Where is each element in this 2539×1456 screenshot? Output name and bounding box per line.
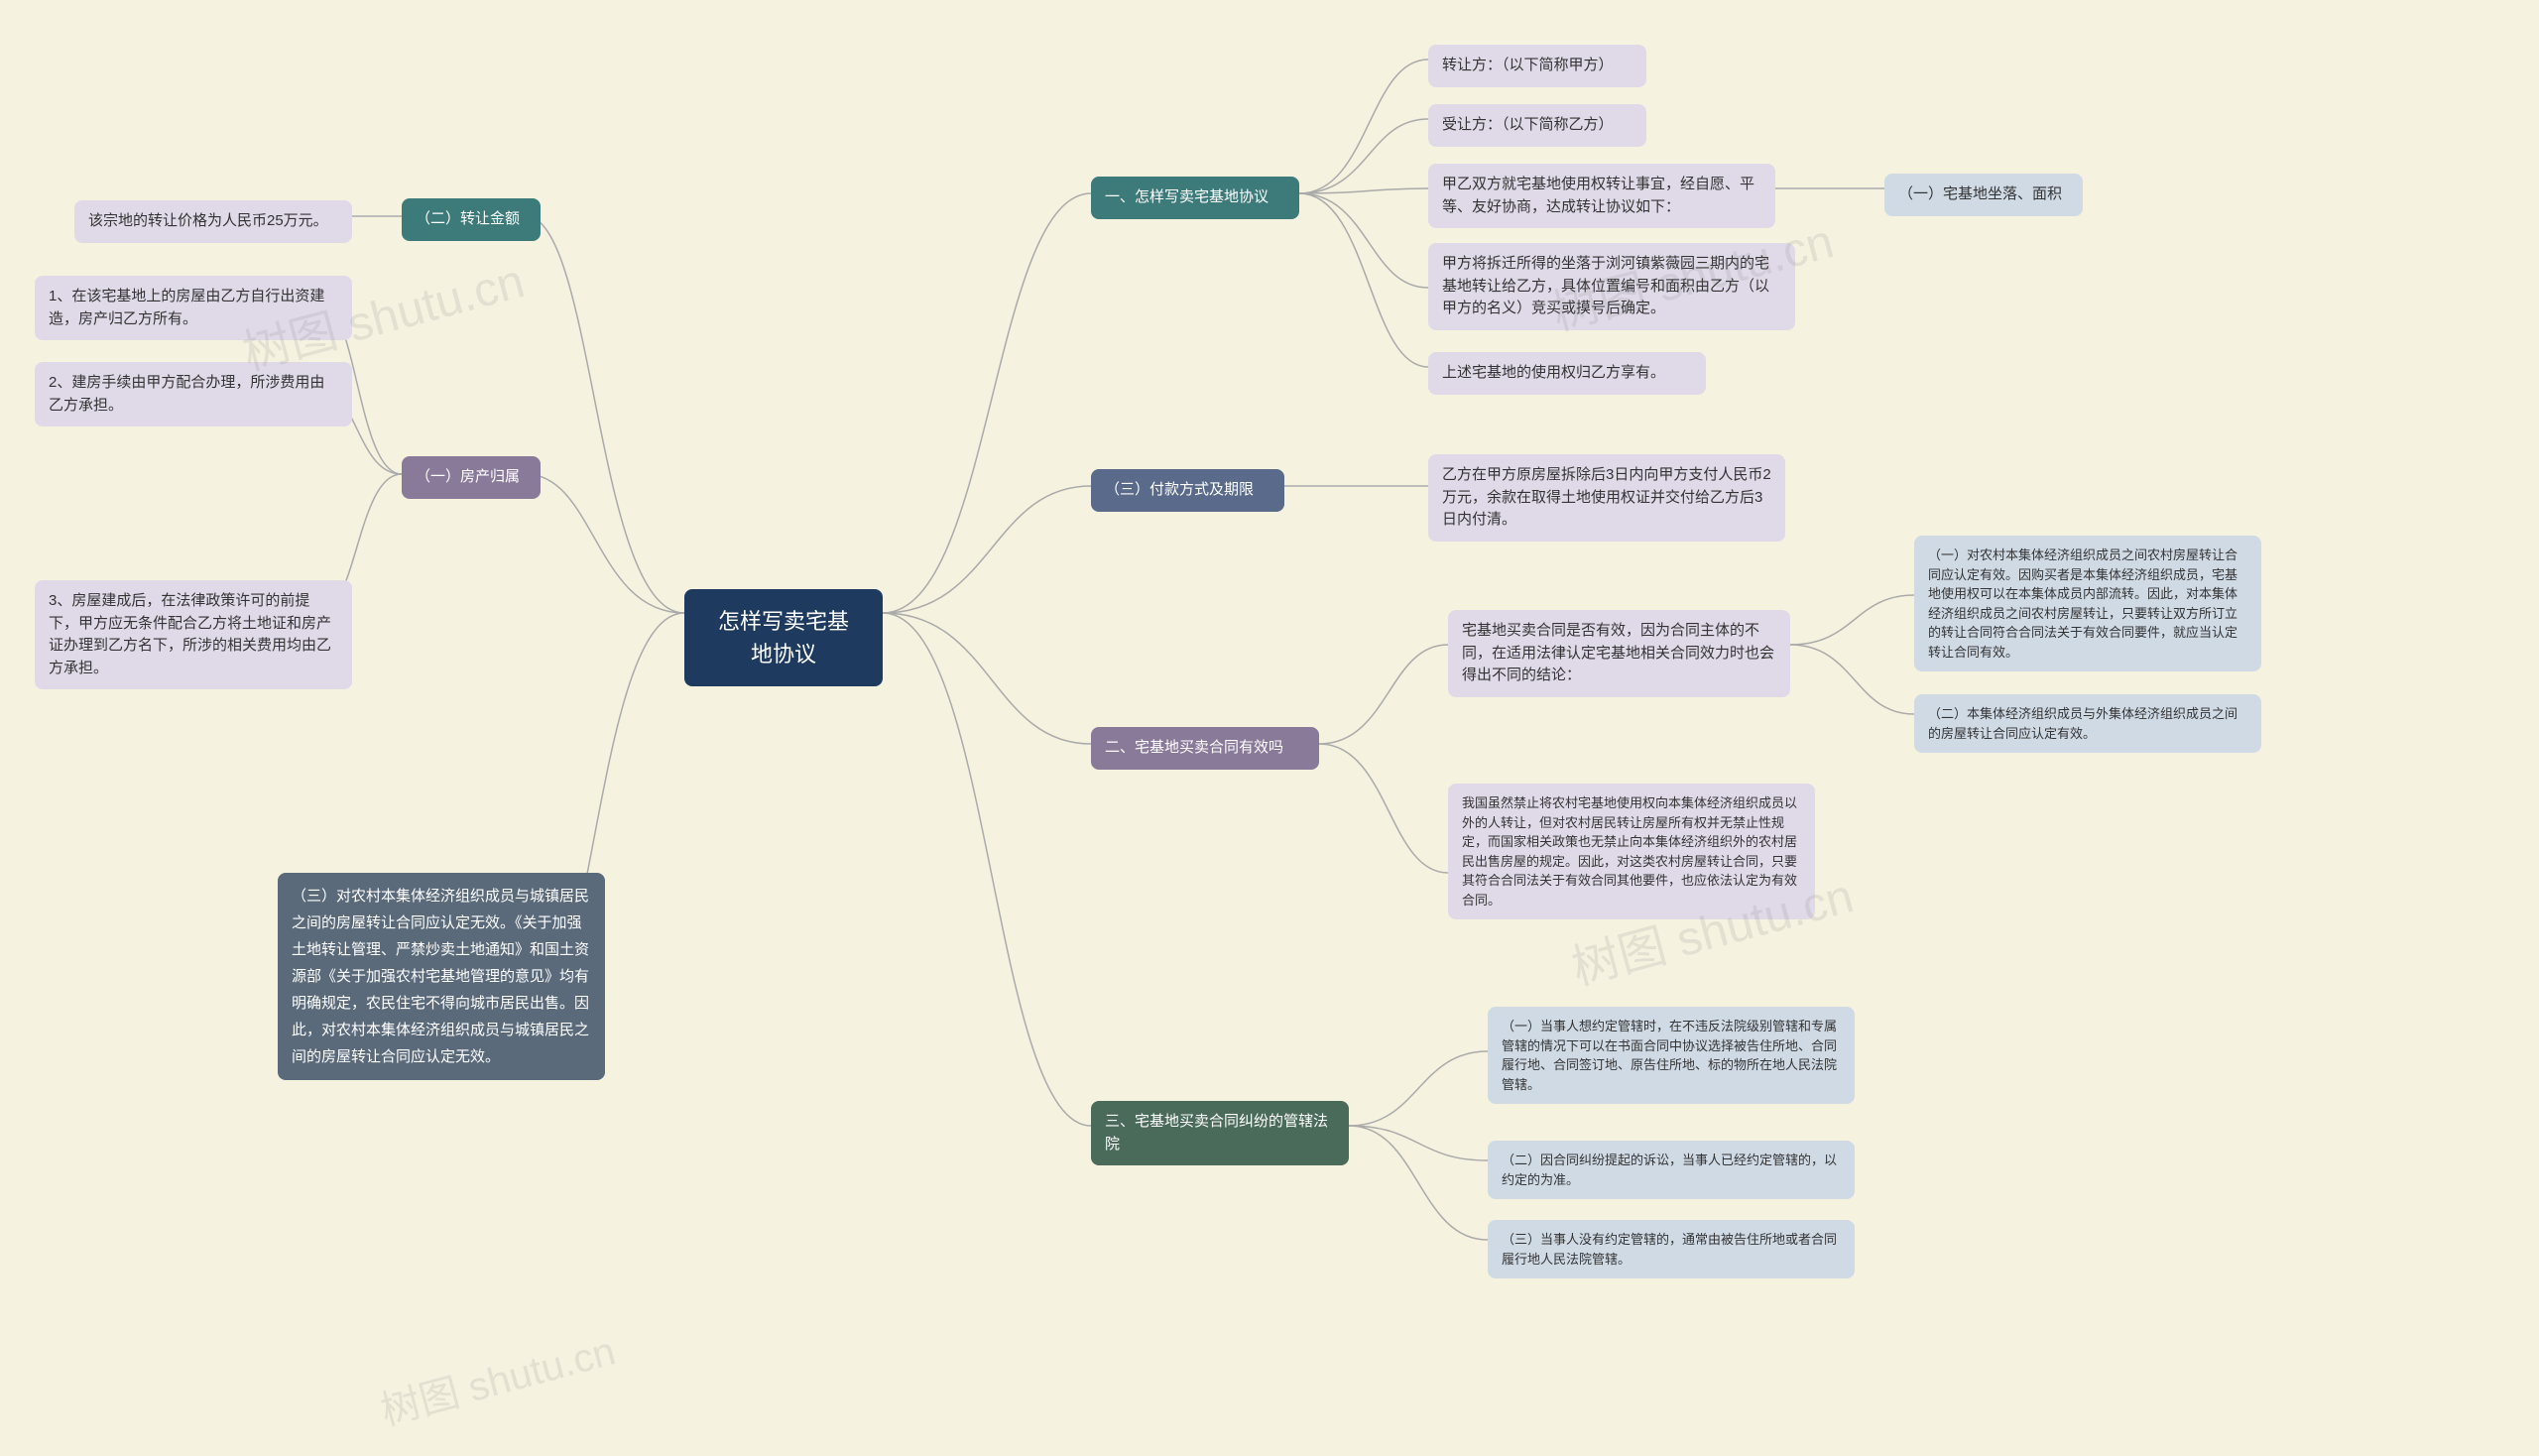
big-block[interactable]: （三）对农村本集体经济组织成员与城镇居民之间的房屋转让合同应认定无效。《关于加强…	[278, 873, 605, 1080]
leaf[interactable]: 该宗地的转让价格为人民币25万元。	[74, 200, 352, 243]
leaf[interactable]: 受让方：（以下简称乙方）	[1428, 104, 1646, 147]
leaf[interactable]: （一）对农村本集体经济组织成员之间农村房屋转让合同应认定有效。因购买者是本集体经…	[1914, 536, 2261, 671]
leaf[interactable]: （一）宅基地坐落、面积	[1884, 174, 2083, 216]
root-node[interactable]: 怎样写卖宅基地协议	[684, 589, 883, 686]
branch-amount[interactable]: （二）转让金额	[402, 198, 541, 241]
leaf[interactable]: 甲乙双方就宅基地使用权转让事宜，经自愿、平等、友好协商，达成转让协议如下：	[1428, 164, 1775, 228]
leaf[interactable]: 我国虽然禁止将农村宅基地使用权向本集体经济组织成员以外的人转让，但对农村居民转让…	[1448, 784, 1815, 919]
leaf[interactable]: 3、房屋建成后，在法律政策许可的前提下，甲方应无条件配合乙方将土地证和房产证办理…	[35, 580, 352, 689]
leaf[interactable]: 甲方将拆迁所得的坐落于浏河镇紫薇园三期内的宅基地转让给乙方，具体位置编号和面积由…	[1428, 243, 1795, 330]
leaf[interactable]: （一）当事人想约定管辖时，在不违反法院级别管辖和专属管辖的情况下可以在书面合同中…	[1488, 1007, 1855, 1104]
leaf[interactable]: 乙方在甲方原房屋拆除后3日内向甲方支付人民币2万元，余款在取得土地使用权证并交付…	[1428, 454, 1785, 542]
leaf[interactable]: 转让方：（以下简称甲方）	[1428, 45, 1646, 87]
branch-payment[interactable]: （三）付款方式及期限	[1091, 469, 1284, 512]
leaf[interactable]: （二）本集体经济组织成员与外集体经济组织成员之间的房屋转让合同应认定有效。	[1914, 694, 2261, 753]
branch-howto[interactable]: 一、怎样写卖宅基地协议	[1091, 177, 1299, 219]
leaf[interactable]: （二）因合同纠纷提起的诉讼，当事人已经约定管辖的，以约定的为准。	[1488, 1141, 1855, 1199]
leaf[interactable]: 1、在该宅基地上的房屋由乙方自行出资建造，房产归乙方所有。	[35, 276, 352, 340]
leaf[interactable]: （三）当事人没有约定管辖的，通常由被告住所地或者合同履行地人民法院管辖。	[1488, 1220, 1855, 1278]
watermark: 树图 shutu.cn	[374, 1319, 621, 1437]
leaf[interactable]: 宅基地买卖合同是否有效，因为合同主体的不同，在适用法律认定宅基地相关合同效力时也…	[1448, 610, 1790, 697]
root-label: 怎样写卖宅基地协议	[718, 609, 849, 667]
branch-valid[interactable]: 二、宅基地买卖合同有效吗	[1091, 727, 1319, 770]
branch-court[interactable]: 三、宅基地买卖合同纠纷的管辖法院	[1091, 1101, 1349, 1165]
leaf[interactable]: 上述宅基地的使用权归乙方享有。	[1428, 352, 1706, 395]
leaf[interactable]: 2、建房手续由甲方配合办理，所涉费用由乙方承担。	[35, 362, 352, 426]
branch-property[interactable]: （一）房产归属	[402, 456, 541, 499]
